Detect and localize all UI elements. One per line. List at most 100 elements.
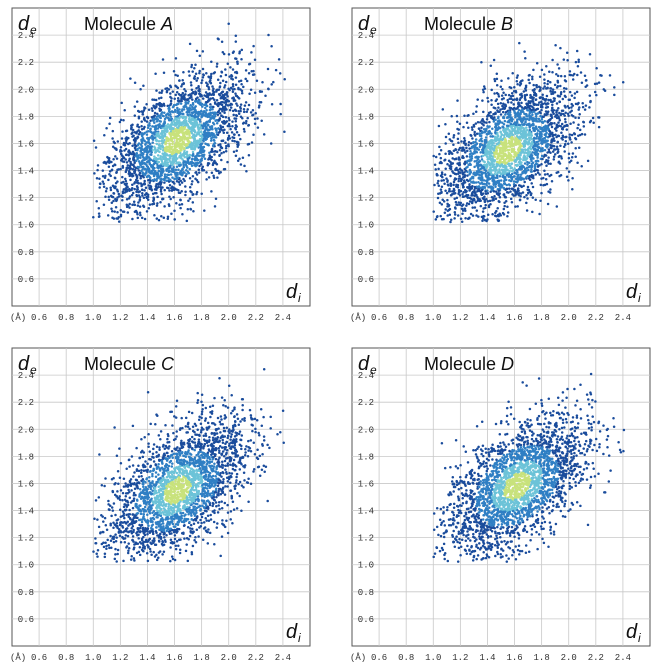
- data-point: [581, 133, 584, 136]
- data-point: [149, 136, 152, 139]
- data-point: [474, 191, 477, 194]
- data-point: [194, 131, 197, 134]
- data-point: [133, 162, 136, 165]
- data-point: [564, 79, 567, 82]
- data-point: [502, 111, 505, 114]
- data-point: [531, 211, 534, 214]
- data-point: [525, 89, 528, 92]
- data-point: [169, 111, 172, 114]
- data-point: [576, 50, 579, 53]
- data-point: [186, 153, 189, 156]
- data-point: [226, 131, 229, 134]
- data-point: [128, 152, 131, 155]
- data-point: [189, 137, 192, 140]
- axis-unit-label: (Å): [10, 312, 26, 323]
- data-point: [199, 145, 202, 148]
- data-point: [174, 111, 177, 114]
- data-point: [107, 196, 110, 199]
- data-point: [173, 182, 176, 185]
- data-point: [121, 137, 124, 140]
- data-point: [93, 140, 96, 143]
- data-point: [484, 204, 487, 207]
- data-point: [432, 210, 435, 213]
- data-point: [139, 157, 142, 160]
- data-point: [175, 173, 178, 176]
- data-point: [450, 115, 453, 118]
- data-point: [151, 132, 154, 135]
- data-point: [143, 180, 146, 183]
- data-point: [519, 142, 522, 145]
- data-point: [175, 155, 178, 158]
- data-point: [154, 192, 157, 195]
- data-point: [538, 213, 541, 216]
- data-point: [184, 160, 187, 163]
- data-point: [155, 183, 158, 186]
- data-point: [225, 121, 228, 124]
- data-point: [189, 120, 192, 123]
- data-point: [146, 176, 149, 179]
- data-point: [205, 82, 208, 85]
- data-point: [437, 180, 440, 183]
- data-point: [146, 151, 149, 154]
- data-point: [133, 203, 136, 206]
- data-point: [108, 160, 111, 163]
- data-point: [254, 122, 257, 125]
- data-point: [116, 180, 119, 183]
- data-point: [504, 152, 507, 155]
- data-point: [233, 151, 236, 154]
- data-point: [511, 188, 514, 191]
- data-point: [234, 57, 237, 60]
- data-point: [179, 183, 182, 186]
- data-point: [496, 207, 499, 210]
- data-point: [102, 175, 105, 178]
- data-point: [508, 187, 511, 190]
- data-point: [476, 147, 479, 150]
- data-point: [144, 143, 147, 146]
- data-point: [201, 105, 204, 108]
- data-point: [103, 134, 106, 137]
- data-point: [535, 173, 538, 176]
- data-point: [438, 153, 441, 156]
- data-point: [541, 69, 544, 72]
- data-point: [186, 122, 189, 125]
- data-point: [233, 140, 236, 143]
- data-point: [132, 129, 135, 132]
- data-point: [450, 163, 453, 166]
- data-point: [190, 81, 193, 84]
- data-point: [209, 79, 212, 82]
- data-point: [577, 108, 580, 111]
- data-point: [473, 166, 476, 169]
- data-point: [486, 114, 489, 117]
- data-point: [196, 159, 199, 162]
- data-point: [448, 188, 451, 191]
- data-point: [168, 142, 171, 145]
- data-point: [570, 106, 573, 109]
- data-point: [514, 205, 517, 208]
- data-point: [252, 109, 255, 112]
- data-point: [558, 67, 561, 70]
- data-point: [520, 128, 523, 131]
- data-point: [576, 161, 579, 164]
- data-point: [134, 138, 137, 141]
- data-point: [498, 190, 501, 193]
- data-point: [551, 180, 554, 183]
- data-point: [252, 114, 255, 117]
- data-point: [546, 83, 549, 86]
- data-point: [248, 63, 251, 66]
- data-point: [519, 154, 522, 157]
- data-point: [497, 163, 500, 166]
- data-point: [491, 152, 494, 155]
- x-axis-label-subscript: i: [298, 291, 301, 305]
- data-point: [195, 79, 198, 82]
- data-point: [510, 101, 513, 104]
- data-point: [156, 217, 159, 220]
- data-point: [569, 98, 572, 101]
- data-point: [499, 150, 502, 153]
- data-point: [189, 190, 192, 193]
- data-point: [563, 145, 566, 148]
- data-point: [485, 179, 488, 182]
- data-point: [107, 214, 110, 217]
- data-point: [551, 126, 554, 129]
- data-point: [564, 136, 567, 139]
- data-point: [578, 117, 581, 120]
